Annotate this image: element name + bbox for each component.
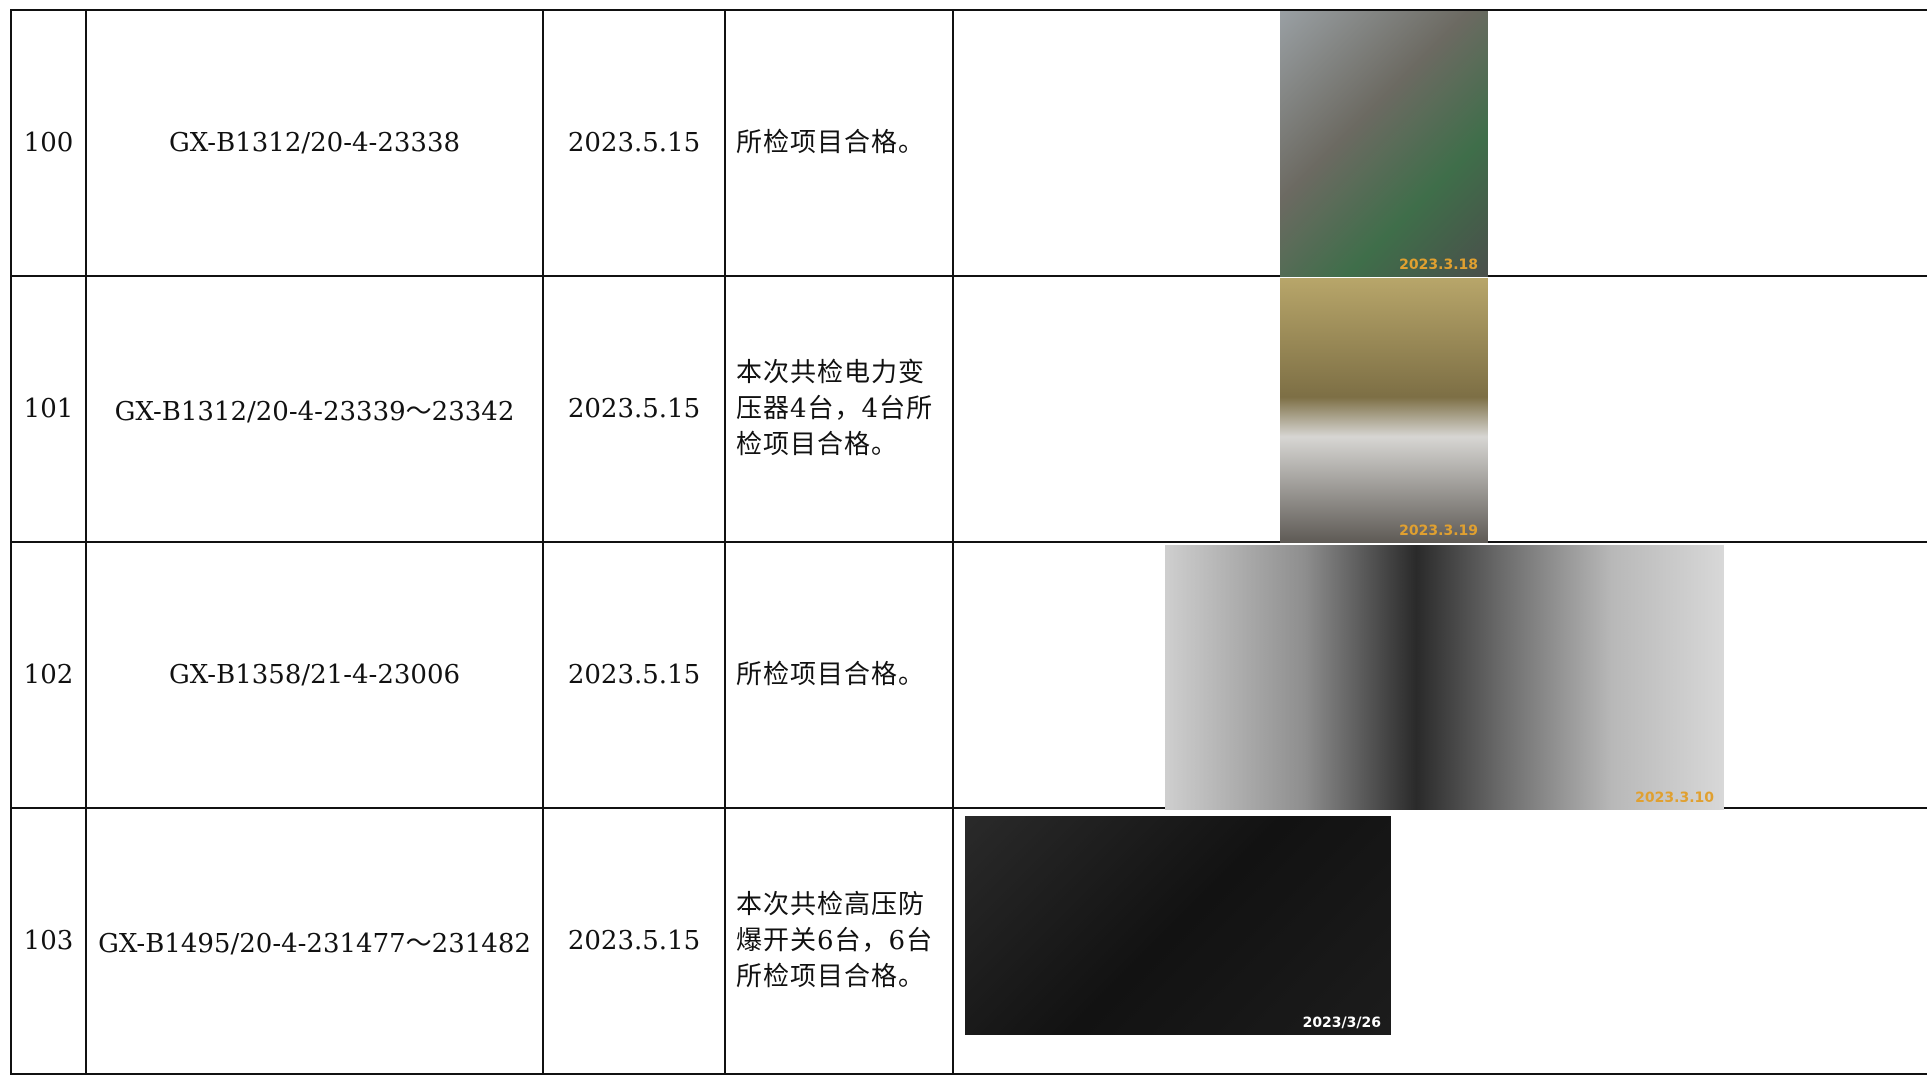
certificate-code: GX-B1312/20-4-23339～23342 [85, 275, 544, 543]
certificate-code: GX-B1312/20-4-23338 [85, 9, 544, 277]
row-number: 101 [10, 275, 87, 543]
table-row: 103 GX-B1495/20-4-231477～231482 2023.5.15 本… [10, 807, 1927, 1075]
inspection-result: 本次共检电力变压器4台，4台所检项目合格。 [724, 275, 954, 543]
inspection-date: 2023.5.15 [542, 9, 726, 277]
photo-date-stamp: 2023.3.19 [1399, 523, 1478, 539]
inspection-table: 100 GX-B1312/20-4-23338 2023.5.15 所检项目合格。 20… [10, 9, 1927, 1075]
row-number: 100 [10, 9, 87, 277]
photo-cell: 2023.3.18 [952, 9, 1927, 277]
photo-date-stamp: 2023.3.18 [1399, 257, 1478, 273]
certificate-code: GX-B1358/21-4-23006 [85, 541, 544, 809]
photo: 2023.3.18 [1280, 11, 1488, 277]
inspection-date: 2023.5.15 [542, 807, 726, 1075]
row-number: 103 [10, 807, 87, 1075]
photo-cell: 2023/3/26 [952, 807, 1927, 1075]
inspection-result: 本次共检高压防爆开关6台，6台所检项目合格。 [724, 807, 954, 1075]
photo: 2023/3/26 [965, 816, 1391, 1035]
table-row: 100 GX-B1312/20-4-23338 2023.5.15 所检项目合格。 20… [10, 9, 1927, 277]
inspection-date: 2023.5.15 [542, 275, 726, 543]
photo-cell: 2023.3.10 [952, 541, 1927, 810]
table-row: 101 GX-B1312/20-4-23339～23342 2023.5.15 本次共… [10, 275, 1927, 543]
table-row: 102 GX-B1358/21-4-23006 2023.5.15 所检项目合格。 20… [10, 541, 1927, 810]
inspection-result: 所检项目合格。 [724, 541, 954, 809]
photo-date-stamp: 2023.3.10 [1635, 790, 1714, 806]
photo: 2023.3.19 [1280, 278, 1488, 543]
photo-date-stamp: 2023/3/26 [1302, 1015, 1381, 1031]
photo: 2023.3.10 [1165, 545, 1724, 810]
certificate-code: GX-B1495/20-4-231477～231482 [85, 807, 544, 1075]
inspection-result: 所检项目合格。 [724, 9, 954, 277]
table-body: 100 GX-B1312/20-4-23338 2023.5.15 所检项目合格。 20… [10, 9, 1927, 1075]
row-number: 102 [10, 541, 87, 809]
photo-cell: 2023.3.19 [952, 275, 1927, 543]
inspection-date: 2023.5.15 [542, 541, 726, 809]
